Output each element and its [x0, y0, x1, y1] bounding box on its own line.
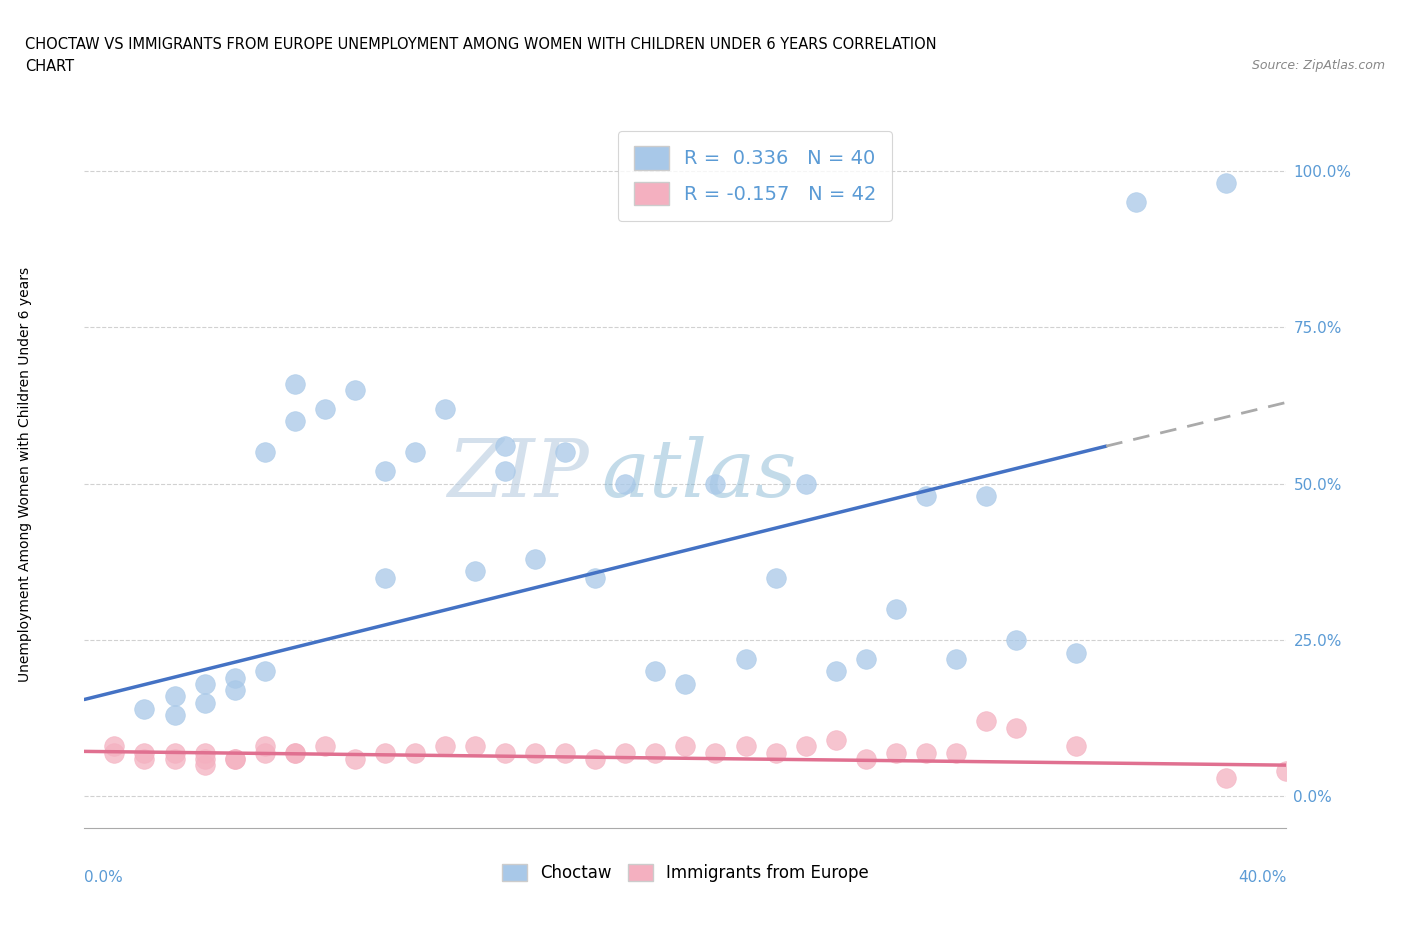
Point	[524, 745, 547, 760]
Point	[765, 570, 787, 585]
Point	[194, 758, 217, 773]
Point	[945, 745, 967, 760]
Point	[224, 751, 246, 766]
Point	[704, 745, 727, 760]
Point	[945, 651, 967, 666]
Point	[194, 745, 217, 760]
Point	[614, 745, 637, 760]
Point	[434, 401, 457, 416]
Point	[855, 751, 877, 766]
Point	[224, 751, 246, 766]
Point	[915, 489, 938, 504]
Point	[794, 739, 817, 754]
Point	[103, 745, 125, 760]
Point	[1005, 632, 1028, 647]
Point	[675, 739, 697, 754]
Point	[284, 745, 307, 760]
Point	[224, 683, 246, 698]
Point	[374, 570, 396, 585]
Point	[644, 745, 666, 760]
Point	[253, 664, 276, 679]
Point	[614, 476, 637, 491]
Text: CHART: CHART	[25, 59, 75, 73]
Point	[824, 733, 846, 748]
Point	[134, 751, 156, 766]
Point	[494, 464, 516, 479]
Text: Unemployment Among Women with Children Under 6 years: Unemployment Among Women with Children U…	[18, 267, 32, 682]
Point	[163, 751, 186, 766]
Legend: Choctaw, Immigrants from Europe: Choctaw, Immigrants from Europe	[494, 856, 877, 890]
Point	[583, 570, 606, 585]
Point	[974, 714, 997, 729]
Point	[675, 676, 697, 691]
Point	[1215, 770, 1237, 785]
Text: Source: ZipAtlas.com: Source: ZipAtlas.com	[1251, 59, 1385, 72]
Point	[163, 689, 186, 704]
Point	[884, 602, 907, 617]
Point	[765, 745, 787, 760]
Point	[194, 695, 217, 710]
Point	[1125, 194, 1147, 209]
Point	[134, 701, 156, 716]
Point	[163, 708, 186, 723]
Point	[554, 745, 576, 760]
Point	[794, 476, 817, 491]
Point	[974, 489, 997, 504]
Point	[644, 664, 666, 679]
Point	[734, 651, 756, 666]
Point	[343, 751, 366, 766]
Text: ZIP: ZIP	[447, 435, 589, 513]
Point	[253, 739, 276, 754]
Point	[134, 745, 156, 760]
Point	[404, 445, 426, 459]
Point	[253, 745, 276, 760]
Point	[194, 676, 217, 691]
Point	[224, 671, 246, 685]
Point	[464, 564, 486, 578]
Point	[734, 739, 756, 754]
Point	[1005, 720, 1028, 735]
Point	[253, 445, 276, 459]
Point	[343, 382, 366, 397]
Point	[524, 551, 547, 566]
Text: 40.0%: 40.0%	[1239, 870, 1286, 885]
Point	[1064, 739, 1087, 754]
Point	[284, 414, 307, 429]
Point	[1275, 764, 1298, 778]
Point	[194, 751, 217, 766]
Point	[1064, 645, 1087, 660]
Point	[583, 751, 606, 766]
Point	[284, 376, 307, 391]
Point	[855, 651, 877, 666]
Point	[1215, 176, 1237, 191]
Point	[884, 745, 907, 760]
Point	[374, 745, 396, 760]
Point	[494, 745, 516, 760]
Point	[915, 745, 938, 760]
Point	[314, 401, 336, 416]
Point	[163, 745, 186, 760]
Point	[464, 739, 486, 754]
Point	[314, 739, 336, 754]
Point	[434, 739, 457, 754]
Point	[824, 664, 846, 679]
Point	[494, 439, 516, 454]
Text: atlas: atlas	[602, 435, 797, 513]
Point	[554, 445, 576, 459]
Point	[103, 739, 125, 754]
Point	[374, 464, 396, 479]
Text: CHOCTAW VS IMMIGRANTS FROM EUROPE UNEMPLOYMENT AMONG WOMEN WITH CHILDREN UNDER 6: CHOCTAW VS IMMIGRANTS FROM EUROPE UNEMPL…	[25, 37, 936, 52]
Point	[284, 745, 307, 760]
Point	[704, 476, 727, 491]
Text: 0.0%: 0.0%	[84, 870, 124, 885]
Point	[404, 745, 426, 760]
